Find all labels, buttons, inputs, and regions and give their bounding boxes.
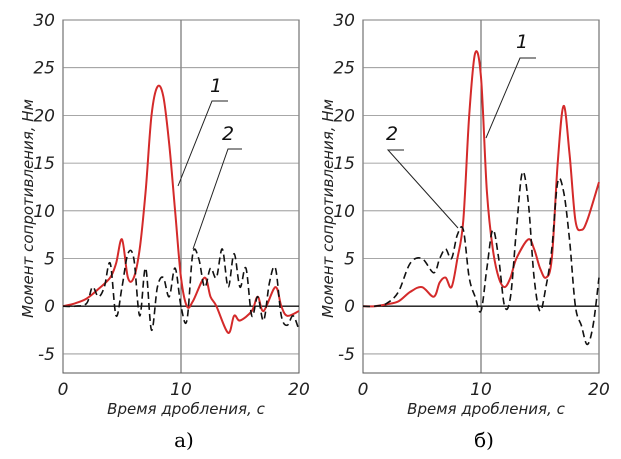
y-tick-label: 15 <box>33 154 55 174</box>
x-tick-label: 10 <box>170 380 192 400</box>
series-callout-leader <box>192 148 242 250</box>
y-tick-label: 30 <box>33 11 55 31</box>
y-tick-label: 0 <box>344 297 355 317</box>
y-tick-label: 0 <box>44 297 55 317</box>
y-tick-label: 5 <box>44 250 55 270</box>
y-tick-label: 20 <box>33 106 55 126</box>
series-callout-label: 1 <box>210 75 222 97</box>
series-callout-label: 2 <box>222 123 234 145</box>
y-tick-label: -5 <box>338 345 355 365</box>
series-line-1 <box>362 50 600 308</box>
x-tick-label: 10 <box>470 380 492 400</box>
series-callout-leader <box>177 100 228 187</box>
series-callout-label: 2 <box>386 123 398 145</box>
x-axis-label: Время дробления, с <box>107 400 265 418</box>
x-tick-label: 20 <box>288 380 310 400</box>
series-line-2 <box>62 248 300 331</box>
y-tick-label: 15 <box>333 154 355 174</box>
x-tick-label: 0 <box>58 380 69 400</box>
series-callout-label: 1 <box>516 31 528 53</box>
y-tick-label: -5 <box>38 345 55 365</box>
x-tick-label: 20 <box>588 380 610 400</box>
y-tick-label: 10 <box>33 202 55 222</box>
y-axis-label: Момент сопротивления, Нм <box>19 99 37 318</box>
series-callout-leader <box>485 57 536 139</box>
series-callout-leader <box>386 149 459 229</box>
x-axis-label: Время дробления, с <box>407 400 565 418</box>
y-tick-label: 30 <box>333 11 355 31</box>
y-tick-label: 10 <box>333 202 355 222</box>
series-line-2 <box>362 170 600 346</box>
y-tick-label: 25 <box>33 59 55 79</box>
panel-label: б) <box>474 428 494 452</box>
y-tick-label: 25 <box>333 59 355 79</box>
y-tick-label: 20 <box>333 106 355 126</box>
y-axis-label: Момент сопротивления, Нм <box>319 99 337 318</box>
x-tick-label: 0 <box>358 380 369 400</box>
panel-label: а) <box>174 428 194 452</box>
y-tick-label: 5 <box>344 250 355 270</box>
